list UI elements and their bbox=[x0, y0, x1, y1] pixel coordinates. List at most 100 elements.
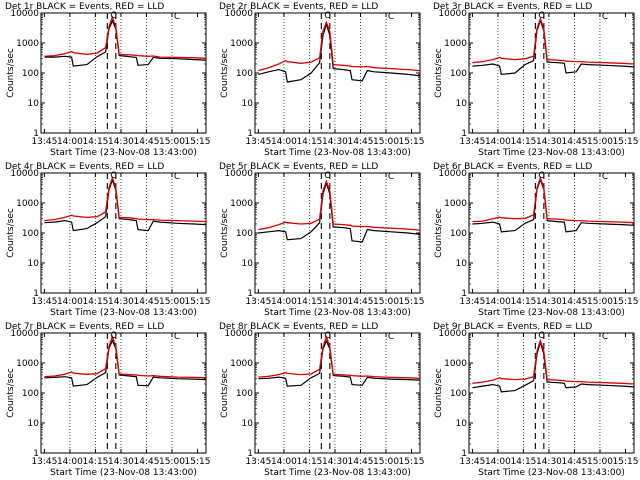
flare-marker: C bbox=[602, 172, 608, 182]
chart-title: Det 3r BLACK = Events, RED = LLD bbox=[433, 2, 592, 12]
x-tick-label: 15:00 bbox=[159, 457, 185, 467]
y-tick-label: 1 bbox=[33, 129, 39, 139]
y-tick-label: 1000 bbox=[444, 199, 467, 209]
series-line-events bbox=[44, 339, 207, 387]
lightcurve-plot: Det 1r BLACK = Events, RED = LLD 1 10 100 10… bbox=[5, 2, 210, 158]
x-tick-label: 14:00 bbox=[271, 137, 297, 147]
x-tick-label: 14:15 bbox=[296, 297, 322, 307]
detector-panel-9: Det 9r BLACK = Events, RED = LLD 1 10 100 10… bbox=[431, 320, 640, 480]
flare-marker-peak: C bbox=[110, 11, 116, 21]
x-tick-label: 14:45 bbox=[347, 297, 373, 307]
y-tick-label: 1 bbox=[33, 449, 39, 459]
series-line-lld bbox=[44, 15, 207, 59]
x-tick-label: 15:00 bbox=[373, 297, 399, 307]
x-tick-label: 15:00 bbox=[159, 137, 185, 147]
x-tick-label: 13:45 bbox=[31, 297, 57, 307]
x-tick-label: 14:15 bbox=[82, 297, 108, 307]
y-tick-label: 100 bbox=[236, 389, 253, 399]
x-tick-label: 14:45 bbox=[561, 457, 587, 467]
series-line-events bbox=[472, 177, 635, 233]
x-tick-label: 15:15 bbox=[185, 297, 211, 307]
axis-frame bbox=[468, 172, 635, 294]
flare-marker: C bbox=[602, 332, 608, 342]
x-tick-label: 14:30 bbox=[108, 457, 134, 467]
x-tick-label: 15:00 bbox=[587, 137, 613, 147]
x-tick-label: 13:45 bbox=[459, 457, 485, 467]
y-tick-label: 10 bbox=[28, 419, 40, 429]
chart-title: Det 1r BLACK = Events, RED = LLD bbox=[5, 2, 164, 12]
x-tick-label: 14:15 bbox=[510, 137, 536, 147]
y-tick-label: 10 bbox=[242, 419, 254, 429]
x-tick-label: 15:15 bbox=[399, 297, 425, 307]
y-tick-label: 100 bbox=[450, 389, 467, 399]
lightcurve-plot: Det 6r BLACK = Events, RED = LLD 1 10 100 10… bbox=[433, 162, 639, 318]
flare-marker: C bbox=[174, 172, 180, 182]
x-axis-label: Start Time (23-Nov-08 13:43:00) bbox=[264, 308, 411, 318]
x-tick-label: 15:00 bbox=[159, 297, 185, 307]
flare-marker: C bbox=[388, 12, 394, 22]
y-tick-label: 10 bbox=[28, 259, 40, 269]
x-tick-label: 15:15 bbox=[613, 297, 639, 307]
y-axis-label: Counts/sec bbox=[6, 208, 16, 258]
y-tick-label: 100 bbox=[22, 229, 39, 239]
series-line-events bbox=[472, 18, 635, 76]
x-tick-label: 14:45 bbox=[133, 457, 159, 467]
y-tick-label: 10 bbox=[456, 259, 468, 269]
chart-title: Det 6r BLACK = Events, RED = LLD bbox=[433, 162, 592, 172]
y-axis-label: Counts/sec bbox=[6, 48, 16, 98]
series-line-lld bbox=[44, 175, 207, 223]
x-axis-label: Start Time (23-Nov-08 13:43:00) bbox=[50, 308, 197, 318]
flare-marker: C bbox=[174, 332, 180, 342]
x-tick-label: 14:45 bbox=[347, 137, 373, 147]
y-tick-label: 1000 bbox=[230, 199, 253, 209]
x-tick-label: 14:30 bbox=[108, 137, 134, 147]
series-line-lld bbox=[258, 179, 421, 231]
x-tick-label: 13:45 bbox=[245, 457, 271, 467]
x-tick-label: 13:45 bbox=[245, 297, 271, 307]
flare-marker: C bbox=[174, 12, 180, 22]
flare-marker-peak: C bbox=[538, 331, 544, 341]
x-tick-label: 14:00 bbox=[271, 297, 297, 307]
y-tick-label: 10000 bbox=[438, 9, 467, 19]
x-tick-label: 14:45 bbox=[133, 297, 159, 307]
x-tick-label: 14:30 bbox=[536, 457, 562, 467]
y-tick-label: 1 bbox=[247, 449, 253, 459]
y-tick-label: 1000 bbox=[230, 359, 253, 369]
y-axis-label: Counts/sec bbox=[220, 368, 230, 418]
x-tick-label: 14:00 bbox=[485, 137, 511, 147]
y-tick-label: 100 bbox=[236, 229, 253, 239]
y-tick-label: 1 bbox=[461, 289, 467, 299]
flare-marker: C bbox=[602, 12, 608, 22]
flare-marker-peak: C bbox=[538, 171, 544, 181]
flare-marker-peak: C bbox=[324, 331, 330, 341]
x-tick-label: 14:00 bbox=[57, 457, 83, 467]
y-tick-label: 1 bbox=[247, 289, 253, 299]
y-tick-label: 10000 bbox=[10, 169, 39, 179]
series-line-events bbox=[258, 339, 421, 387]
axis-frame bbox=[40, 12, 207, 134]
detector-panel-8: Det 8r BLACK = Events, RED = LLD 1 10 100 10… bbox=[217, 320, 427, 480]
y-tick-label: 1000 bbox=[16, 199, 39, 209]
lightcurve-plot: Det 2r BLACK = Events, RED = LLD 1 10 100 10… bbox=[219, 2, 424, 158]
y-tick-label: 100 bbox=[450, 229, 467, 239]
y-tick-label: 10000 bbox=[224, 169, 253, 179]
flare-marker-peak: C bbox=[538, 11, 544, 21]
chart-title: Det 5r BLACK = Events, RED = LLD bbox=[219, 162, 378, 172]
x-axis-label: Start Time (23-Nov-08 13:43:00) bbox=[50, 148, 197, 158]
series-line-lld bbox=[472, 16, 635, 65]
axis-frame bbox=[254, 332, 421, 454]
axis-frame bbox=[254, 172, 421, 294]
x-axis-label: Start Time (23-Nov-08 13:43:00) bbox=[478, 468, 625, 478]
x-tick-label: 13:45 bbox=[459, 297, 485, 307]
x-axis-label: Start Time (23-Nov-08 13:43:00) bbox=[478, 148, 625, 158]
x-tick-label: 14:30 bbox=[536, 297, 562, 307]
y-tick-label: 10000 bbox=[10, 329, 39, 339]
x-tick-label: 15:15 bbox=[613, 457, 639, 467]
series-line-events bbox=[258, 22, 421, 83]
flare-marker: C bbox=[388, 172, 394, 182]
x-tick-label: 14:30 bbox=[322, 297, 348, 307]
y-axis-label: Counts/sec bbox=[220, 48, 230, 98]
series-line-lld bbox=[44, 334, 207, 379]
flare-marker: C bbox=[388, 332, 394, 342]
